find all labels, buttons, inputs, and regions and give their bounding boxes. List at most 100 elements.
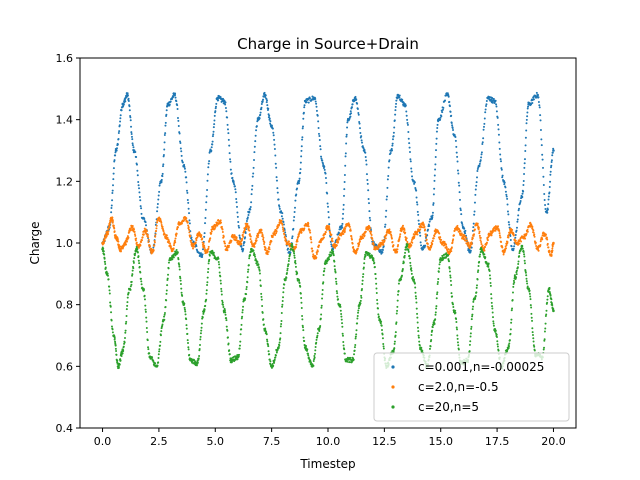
series-dot	[158, 348, 161, 351]
series-dot	[180, 287, 183, 290]
series-dot	[315, 252, 318, 255]
series-dot	[447, 248, 450, 251]
series-dot	[217, 218, 220, 221]
series-dot	[525, 280, 528, 283]
series-dot	[211, 135, 214, 138]
series-dot	[302, 329, 305, 332]
series-dot	[515, 226, 518, 229]
series-dot	[165, 292, 168, 295]
series-dot	[549, 170, 552, 173]
legend-label: c=2.0,n=-0.5	[418, 380, 499, 394]
series-dot	[414, 295, 417, 298]
series-dot	[205, 298, 208, 301]
series-dot	[104, 262, 107, 265]
series-dot	[240, 323, 243, 326]
series-dot	[458, 184, 461, 187]
series-dot	[452, 238, 455, 241]
series-dot	[183, 165, 186, 168]
series-dot	[145, 224, 147, 227]
series-dot	[541, 238, 544, 241]
series-dot	[330, 243, 333, 246]
series-dot	[468, 350, 471, 353]
series-dot	[188, 353, 191, 356]
series-dot	[295, 193, 298, 196]
series-dot	[377, 247, 380, 250]
series-dot	[206, 250, 209, 253]
series-dot	[152, 246, 155, 249]
series-dot	[367, 202, 370, 205]
series-dot	[113, 338, 116, 341]
series-dot	[410, 170, 413, 173]
series-dot	[363, 148, 366, 151]
series-dot	[349, 229, 352, 232]
series-dot	[388, 159, 391, 162]
series-dot	[547, 246, 550, 249]
data-point	[270, 124, 273, 128]
series-dot	[103, 257, 106, 260]
series-dot	[478, 165, 481, 168]
series-dot	[392, 244, 395, 247]
series-dot	[457, 344, 460, 347]
series-dot	[488, 270, 491, 272]
series-dot	[523, 162, 526, 165]
series-dot	[391, 241, 394, 244]
series-dot	[262, 95, 265, 98]
series-dot	[552, 307, 555, 310]
series-dot	[174, 96, 177, 99]
series-dot	[441, 108, 444, 111]
series-dot	[458, 198, 461, 201]
series-dot	[206, 276, 209, 279]
series-dot	[350, 237, 353, 240]
series-dot	[275, 351, 278, 354]
series-dot	[247, 213, 250, 216]
series-dot	[470, 318, 473, 321]
series-dot	[509, 328, 512, 331]
series-dot	[279, 337, 282, 340]
series-dot	[188, 231, 191, 234]
series-dot	[102, 247, 105, 250]
series-dot	[192, 247, 195, 250]
series-dot	[133, 233, 136, 236]
series-dot	[293, 216, 296, 219]
series-dot	[213, 123, 216, 126]
series-dot	[336, 295, 339, 298]
series-dot	[472, 226, 475, 229]
series-dot	[483, 249, 486, 252]
series-dot	[436, 291, 439, 294]
series-dot	[356, 322, 359, 325]
series-dot	[140, 241, 143, 244]
series-dot	[385, 209, 388, 212]
series-dot	[158, 190, 161, 193]
series-dot	[344, 155, 347, 158]
series-dot	[498, 230, 501, 232]
series-dot	[497, 349, 500, 352]
series-dot	[374, 277, 377, 280]
series-dot	[295, 243, 298, 246]
series-dot	[310, 241, 313, 244]
series-dot	[432, 237, 435, 240]
series-dot	[244, 236, 247, 239]
series-dot	[416, 203, 419, 206]
series-dot	[384, 223, 387, 226]
series-dot	[338, 237, 341, 240]
series-dot	[431, 211, 434, 214]
series-dot	[212, 251, 215, 254]
series-dot	[478, 230, 481, 233]
series-dot	[379, 244, 382, 247]
series-dot	[416, 312, 419, 315]
series-dot	[174, 92, 177, 95]
legend-marker	[391, 385, 395, 389]
series-dot	[248, 257, 251, 260]
series-dot	[262, 238, 265, 241]
series-dot	[262, 236, 265, 239]
series-dot	[110, 325, 113, 328]
series-dot	[520, 240, 523, 243]
series-dot	[517, 260, 520, 263]
series-dot	[527, 105, 530, 108]
series-dot	[140, 283, 143, 286]
series-dot	[199, 335, 202, 338]
series-dot	[168, 240, 171, 243]
series-dot	[417, 334, 420, 337]
series-dot	[139, 277, 142, 280]
series-dot	[398, 235, 401, 238]
